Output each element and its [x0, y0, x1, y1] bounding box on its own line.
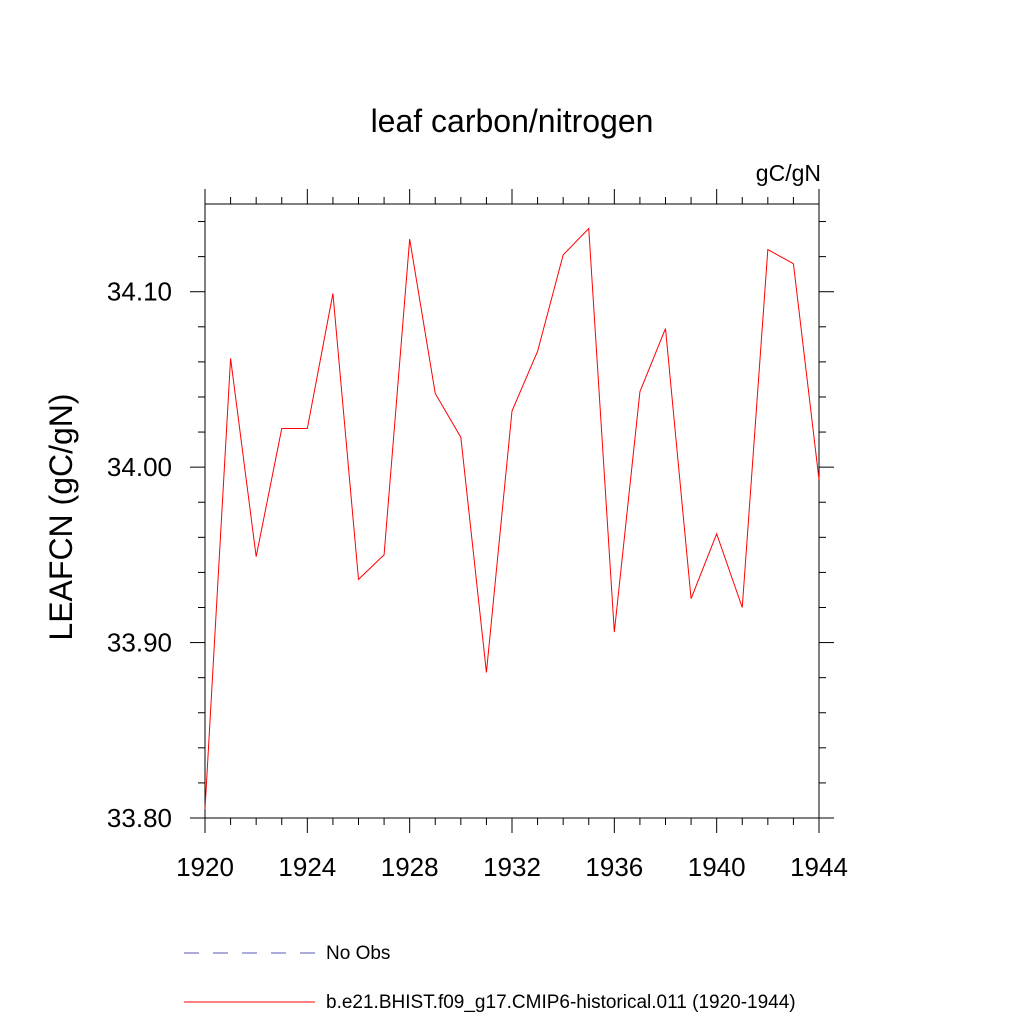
series-group [204, 227, 820, 810]
x-tick-label: 1932 [483, 852, 541, 882]
units-label: gC/gN [756, 160, 821, 186]
legend-label-no-obs: No Obs [326, 943, 390, 964]
x-tick-label: 1920 [176, 852, 234, 882]
chart-title: leaf carbon/nitrogen [371, 103, 654, 139]
x-tick-label: 1924 [278, 852, 336, 882]
x-tick-label: 1944 [790, 852, 848, 882]
plot-frame [204, 203, 820, 819]
legend: No Obs b.e21.BHIST.f09_g17.CMIP6-histori… [184, 943, 796, 1013]
x-tick-label: 1928 [381, 852, 439, 882]
y-tick-label: 33.90 [107, 628, 172, 658]
y-tick-label: 33.80 [107, 803, 172, 833]
axis-tick-labels: 1920 1924 1928 1932 1936 1940 1944 33.80 33.90 34… [107, 277, 848, 882]
y-tick-label: 34.10 [107, 277, 172, 307]
x-tick-label: 1940 [688, 852, 746, 882]
x-tick-label: 1936 [585, 852, 643, 882]
y-tick-label: 34.00 [107, 452, 172, 482]
axis-ticks [190, 189, 834, 833]
series-line [204, 227, 820, 810]
y-axis-label: LEAFCN (gC/gN) [43, 393, 79, 640]
legend-label-model: b.e21.BHIST.f09_g17.CMIP6-historical.011… [326, 992, 796, 1013]
